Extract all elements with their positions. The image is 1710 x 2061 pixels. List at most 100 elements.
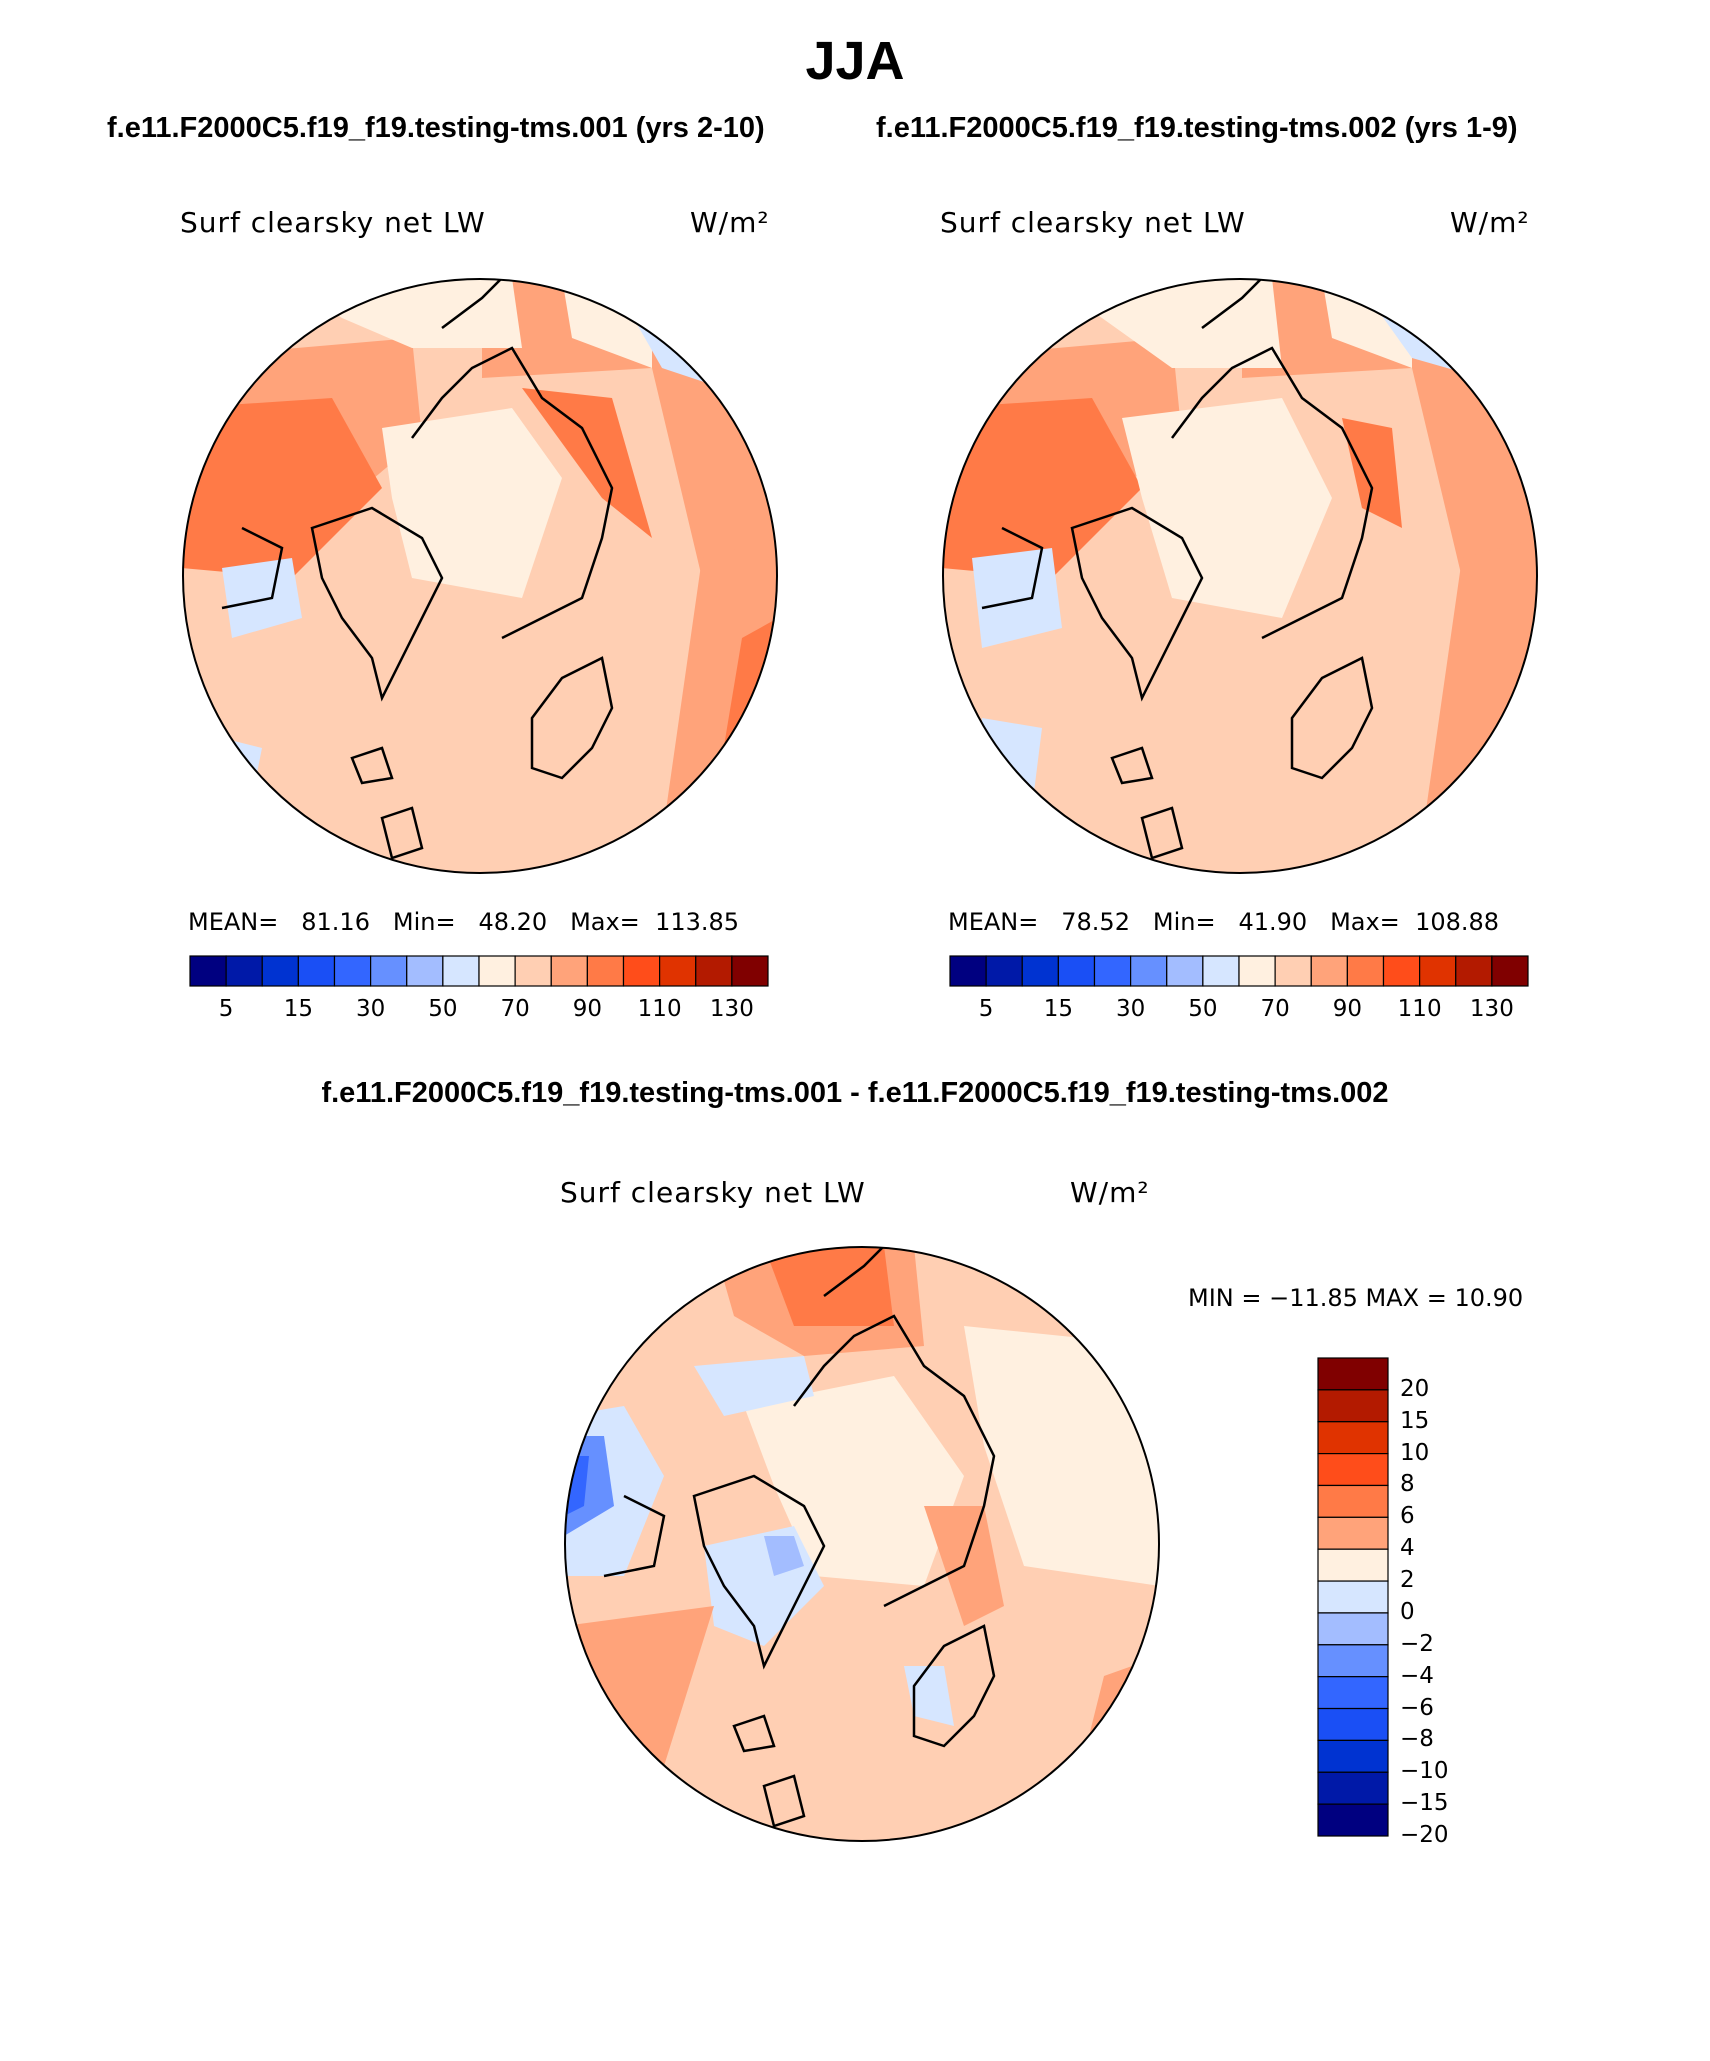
panel3-colorbar-label: −20 bbox=[1400, 1822, 1449, 1848]
panel3-map bbox=[564, 1246, 1160, 1842]
panel2-coastline-britain bbox=[1140, 806, 1184, 860]
panel1-mean-label: MEAN= bbox=[188, 908, 279, 936]
panel1-max-label: Max= bbox=[570, 908, 640, 936]
panel3-colorbar-swatch bbox=[1317, 1421, 1389, 1455]
panel1-colorbar-swatch bbox=[370, 955, 408, 987]
panel1-stats: MEAN= 81.16 Min= 48.20 Max= 113.85 bbox=[188, 908, 739, 936]
panel3-colorbar-label: −2 bbox=[1400, 1630, 1434, 1657]
panel1-units: W/m² bbox=[690, 206, 770, 239]
panel1-colorbar-swatch bbox=[261, 955, 299, 987]
panel1-colorbar-swatch bbox=[586, 955, 625, 987]
panel2-colorbar-swatch bbox=[1238, 955, 1276, 987]
panel2-colorbar-swatch bbox=[1130, 955, 1168, 987]
panel3-colorbar-label: 15 bbox=[1400, 1407, 1430, 1434]
panel2-coastline-iceland bbox=[1110, 746, 1154, 785]
panel2-colorbar-label: 5 bbox=[978, 996, 994, 1022]
panel2-colorbar-swatch bbox=[985, 955, 1023, 987]
panel3-colorbar-label: 4 bbox=[1400, 1535, 1415, 1562]
diff-title: f.e11.F2000C5.f19_f19.testing-tms.001 - … bbox=[321, 1077, 1389, 1109]
panel3-colorbar-label: 0 bbox=[1400, 1598, 1415, 1625]
panel1-colorbar-swatch bbox=[478, 955, 516, 987]
panel2-colorbar-swatch bbox=[1057, 955, 1096, 987]
panel1-colorbar-labels: 5 15 30 50 70 90 110 130 bbox=[190, 996, 768, 1026]
panel3-field-region bbox=[964, 1326, 1159, 1586]
panel2-max-label: Max= bbox=[1330, 908, 1400, 936]
panel2-field-region bbox=[1342, 418, 1402, 528]
panel2-field-region bbox=[972, 548, 1062, 648]
panel3-colorbar-swatch bbox=[1317, 1484, 1389, 1518]
panel3-coastline-scandinavia bbox=[912, 1624, 996, 1748]
panel3-field-region bbox=[744, 1376, 964, 1586]
panel3-field-region bbox=[764, 1247, 894, 1326]
panel1-colorbar-label: 130 bbox=[709, 996, 754, 1022]
panel3-coastline-alaska bbox=[603, 1494, 666, 1578]
panel1-colorbar-label: 50 bbox=[428, 996, 458, 1022]
panel2-field-region bbox=[943, 398, 1142, 578]
panel1-colorbar-swatch bbox=[406, 955, 444, 987]
panel2-colorbar-swatch bbox=[1491, 955, 1529, 987]
panel1-map bbox=[182, 278, 778, 874]
panel1-colorbar-swatch bbox=[333, 955, 372, 987]
panel2-colorbar-swatch bbox=[1419, 955, 1457, 987]
panel3-colorbar-swatch bbox=[1317, 1644, 1389, 1678]
panel2-colorbar bbox=[949, 955, 1529, 987]
panel1-colorbar-label: 5 bbox=[218, 996, 234, 1022]
panel2-mean-label: MEAN= bbox=[948, 908, 1039, 936]
panel1-colorbar-label: 90 bbox=[572, 996, 603, 1022]
panel3-colorbar-label: −10 bbox=[1400, 1758, 1449, 1785]
panel1-colorbar-label: 30 bbox=[355, 996, 386, 1022]
panel1-coastline-greenland bbox=[310, 506, 444, 702]
panel2-colorbar-label: 30 bbox=[1115, 996, 1146, 1022]
panel2-colorbar-label: 15 bbox=[1043, 996, 1074, 1022]
panel3-colorbar-swatch bbox=[1317, 1803, 1389, 1837]
panel1-coastline-scandinavia bbox=[530, 656, 614, 780]
panel1-coastline-canada bbox=[441, 279, 503, 329]
panel1-mean: 81.16 bbox=[301, 908, 370, 936]
panel2-field-region bbox=[982, 718, 1042, 808]
panel2-colorbar-swatch bbox=[949, 955, 987, 987]
panel2-colorbar-swatch bbox=[1455, 955, 1493, 987]
panel2-units: W/m² bbox=[1450, 206, 1530, 239]
panel3-colorbar-swatch bbox=[1317, 1580, 1389, 1614]
panel3-colorbar-swatch bbox=[1317, 1357, 1389, 1391]
panel3-coastline-eurasia bbox=[793, 1314, 996, 1608]
panel3-minmax: MIN = −11.85 MAX = 10.90 bbox=[1188, 1284, 1524, 1312]
case2-title: f.e11.F2000C5.f19_f19.testing-tms.002 (y… bbox=[876, 112, 1518, 144]
panel2-map-border bbox=[942, 278, 1538, 874]
panel2-coastline-canada bbox=[1201, 279, 1263, 329]
panel1-colorbar-label: 15 bbox=[283, 996, 314, 1022]
panel2-colorbar-swatch bbox=[1166, 955, 1204, 987]
panel2-colorbar-swatch bbox=[1346, 955, 1385, 987]
panel3-coastline-canada bbox=[823, 1247, 885, 1297]
panel3-coastline-greenland bbox=[692, 1474, 826, 1670]
panel2-colorbar-labels: 5 15 30 50 70 90 110 130 bbox=[950, 996, 1528, 1026]
panel2-coastline-greenland bbox=[1070, 506, 1204, 702]
page-title: JJA bbox=[805, 31, 905, 91]
panel2-coastline-eurasia bbox=[1171, 346, 1374, 640]
panel2-colorbar-swatch bbox=[1382, 955, 1421, 987]
panel1-field-region bbox=[762, 658, 777, 718]
panel2-variable: Surf clearsky net LW bbox=[940, 206, 1246, 239]
panel2-map bbox=[942, 278, 1538, 874]
panel1-min-label: Min= bbox=[392, 908, 456, 936]
panel1-field-region bbox=[222, 738, 262, 798]
panel3-units: W/m² bbox=[1070, 1176, 1150, 1209]
panel2-mean: 78.52 bbox=[1061, 908, 1130, 936]
panel1-colorbar-swatch bbox=[659, 955, 697, 987]
panel3-field-region bbox=[764, 1536, 804, 1576]
panel1-field-region bbox=[222, 558, 302, 638]
panel3-colorbar-label: −6 bbox=[1400, 1694, 1434, 1721]
panel2-colorbar-swatch bbox=[1310, 955, 1348, 987]
panel1-variable: Surf clearsky net LW bbox=[180, 206, 486, 239]
panel3-colorbar-label: 2 bbox=[1400, 1567, 1415, 1594]
panel2-min: 41.90 bbox=[1238, 908, 1308, 936]
panel1-max: 113.85 bbox=[655, 908, 740, 936]
panel2-colorbar-label: 70 bbox=[1260, 996, 1290, 1022]
panel2-coastline-scandinavia bbox=[1290, 656, 1374, 780]
panel1-coastline-iceland bbox=[350, 746, 394, 785]
panel2-coastline-alaska bbox=[981, 526, 1044, 610]
panel1-colorbar-swatch bbox=[550, 955, 588, 987]
panel1-colorbar-swatch bbox=[695, 955, 733, 987]
panel2-colorbar-label: 110 bbox=[1397, 996, 1442, 1022]
panel1-coastline-alaska bbox=[221, 526, 284, 610]
